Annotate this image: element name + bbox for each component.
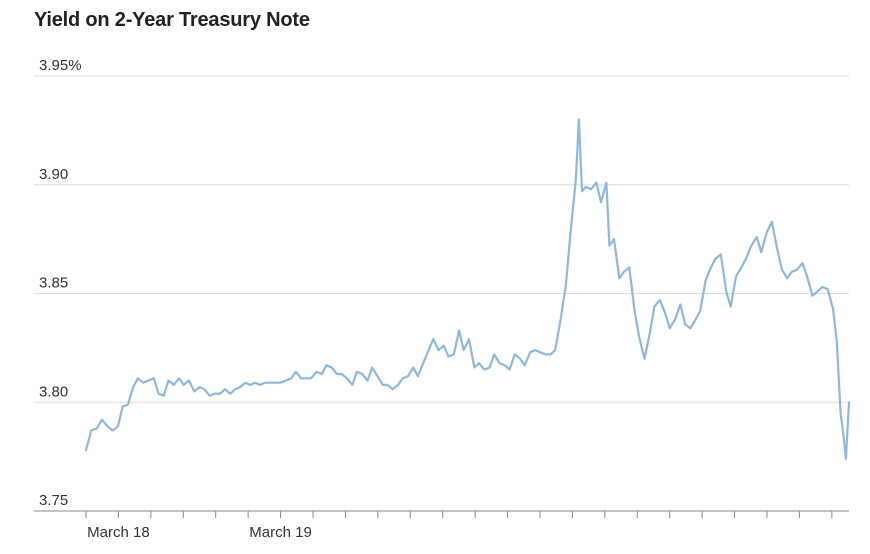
chart-title: Yield on 2-Year Treasury Note: [34, 9, 310, 31]
y-tick-label: 3.85: [39, 275, 68, 292]
y-tick-label: 3.90: [39, 166, 68, 183]
y-axis-labels: 3.95% 3.90 3.85 3.80 3.75: [39, 57, 82, 509]
y-tick-label: 3.75: [39, 492, 68, 509]
gridlines: [34, 75, 849, 403]
series-layer: [84, 118, 851, 460]
x-tick-label: March 18: [87, 524, 150, 541]
series-line: [84, 118, 851, 460]
x-tick-label: March 19: [249, 524, 312, 541]
x-axis: March 18 March 19: [34, 510, 849, 541]
y-tick-label: 3.80: [39, 383, 68, 400]
y-tick-label: 3.95%: [39, 57, 82, 74]
